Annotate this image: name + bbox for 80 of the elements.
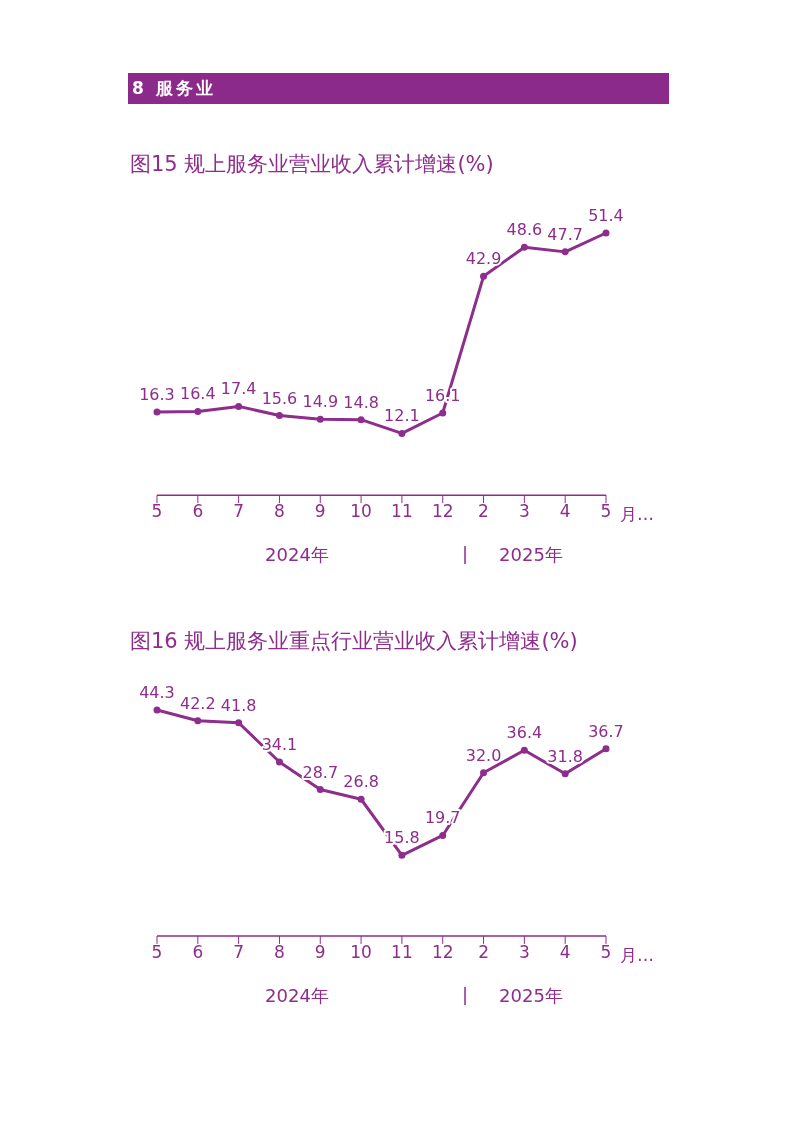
data-label: 34.1 <box>261 735 298 755</box>
x-tick-label: 9 <box>314 942 326 963</box>
x-tick-label: 5 <box>600 501 612 522</box>
data-label: 26.8 <box>343 772 379 792</box>
x-tick-label: 10 <box>350 501 372 522</box>
x-axis-title: 月… <box>620 944 654 968</box>
x-tick-label: 7 <box>233 501 245 522</box>
data-label: 12.1 <box>384 406 420 426</box>
data-label: 14.8 <box>343 392 379 412</box>
data-label: 48.6 <box>506 220 543 240</box>
point <box>194 407 202 415</box>
data-label: 17.4 <box>220 379 257 399</box>
x-tick-label: 7 <box>233 942 245 963</box>
data-label: 16.4 <box>180 384 216 404</box>
point <box>235 719 243 727</box>
point <box>480 272 488 280</box>
chart-title: 图16 规上服务业重点行业营业收入累计增速(%) <box>130 628 579 656</box>
point <box>561 770 569 778</box>
point <box>357 795 365 803</box>
data-label: 41.8 <box>220 695 257 715</box>
point <box>439 409 447 417</box>
data-label: 42.9 <box>465 249 502 269</box>
x-tick-label: 4 <box>559 501 571 522</box>
x-tick-label: 2 <box>478 501 489 522</box>
x-tick-label: 6 <box>192 501 204 522</box>
point <box>520 746 528 754</box>
point <box>153 408 161 416</box>
point <box>275 412 283 420</box>
point <box>235 402 243 410</box>
point <box>275 758 283 766</box>
text: | <box>461 543 469 565</box>
data-label: 51.4 <box>588 206 624 225</box>
point <box>398 851 406 859</box>
text: 2024年 <box>265 984 329 1009</box>
x-axis-title: 月… <box>620 503 654 527</box>
x-tick-label: 3 <box>518 501 530 522</box>
data-label: 42.2 <box>180 693 216 713</box>
x-tick-label: 8 <box>274 501 285 522</box>
point <box>602 229 610 237</box>
x-tick-label: 5 <box>151 501 163 522</box>
point <box>316 415 324 423</box>
x-tick-label: 12 <box>431 942 454 963</box>
text: 2024年 <box>265 543 329 568</box>
data-label: 32.0 <box>465 745 502 765</box>
point <box>520 243 528 251</box>
chart-title: 8 服务业 <box>128 73 669 104</box>
x-tick-label: 4 <box>559 942 571 963</box>
x-tick-label: 2 <box>478 942 489 963</box>
point <box>316 786 324 794</box>
x-tick-label: 5 <box>151 942 163 963</box>
x-tick-label: 12 <box>431 501 454 522</box>
data-label: 47.7 <box>547 224 583 244</box>
point <box>357 416 365 424</box>
text: | <box>461 984 469 1006</box>
point <box>398 429 406 437</box>
data-label: 14.9 <box>302 392 339 412</box>
text: 2025年 <box>499 984 563 1009</box>
data-label: 16.3 <box>139 385 175 404</box>
point <box>194 717 202 725</box>
point <box>153 706 161 714</box>
data-label: 44.3 <box>139 683 175 703</box>
data-label: 36.4 <box>506 723 543 743</box>
x-tick-label: 11 <box>391 501 413 522</box>
x-tick-label: 5 <box>600 942 612 963</box>
x-tick-label: 8 <box>274 942 285 963</box>
x-tick-label: 10 <box>350 942 372 963</box>
x-tick-label: 6 <box>192 942 204 963</box>
x-tick-label: 9 <box>314 501 326 522</box>
chart-subtitle: 图15 规上服务业营业收入累计增速(%) <box>130 151 495 178</box>
x-tick-label: 11 <box>391 942 413 963</box>
point <box>439 832 447 840</box>
data-label: 36.7 <box>588 721 624 741</box>
data-label: 31.8 <box>547 746 583 766</box>
point <box>480 769 488 777</box>
point <box>561 248 569 256</box>
text: 2025年 <box>499 543 563 568</box>
point <box>602 745 610 753</box>
data-label: 15.6 <box>261 388 298 408</box>
data-label: 28.7 <box>302 762 339 782</box>
x-tick-label: 3 <box>518 942 530 963</box>
